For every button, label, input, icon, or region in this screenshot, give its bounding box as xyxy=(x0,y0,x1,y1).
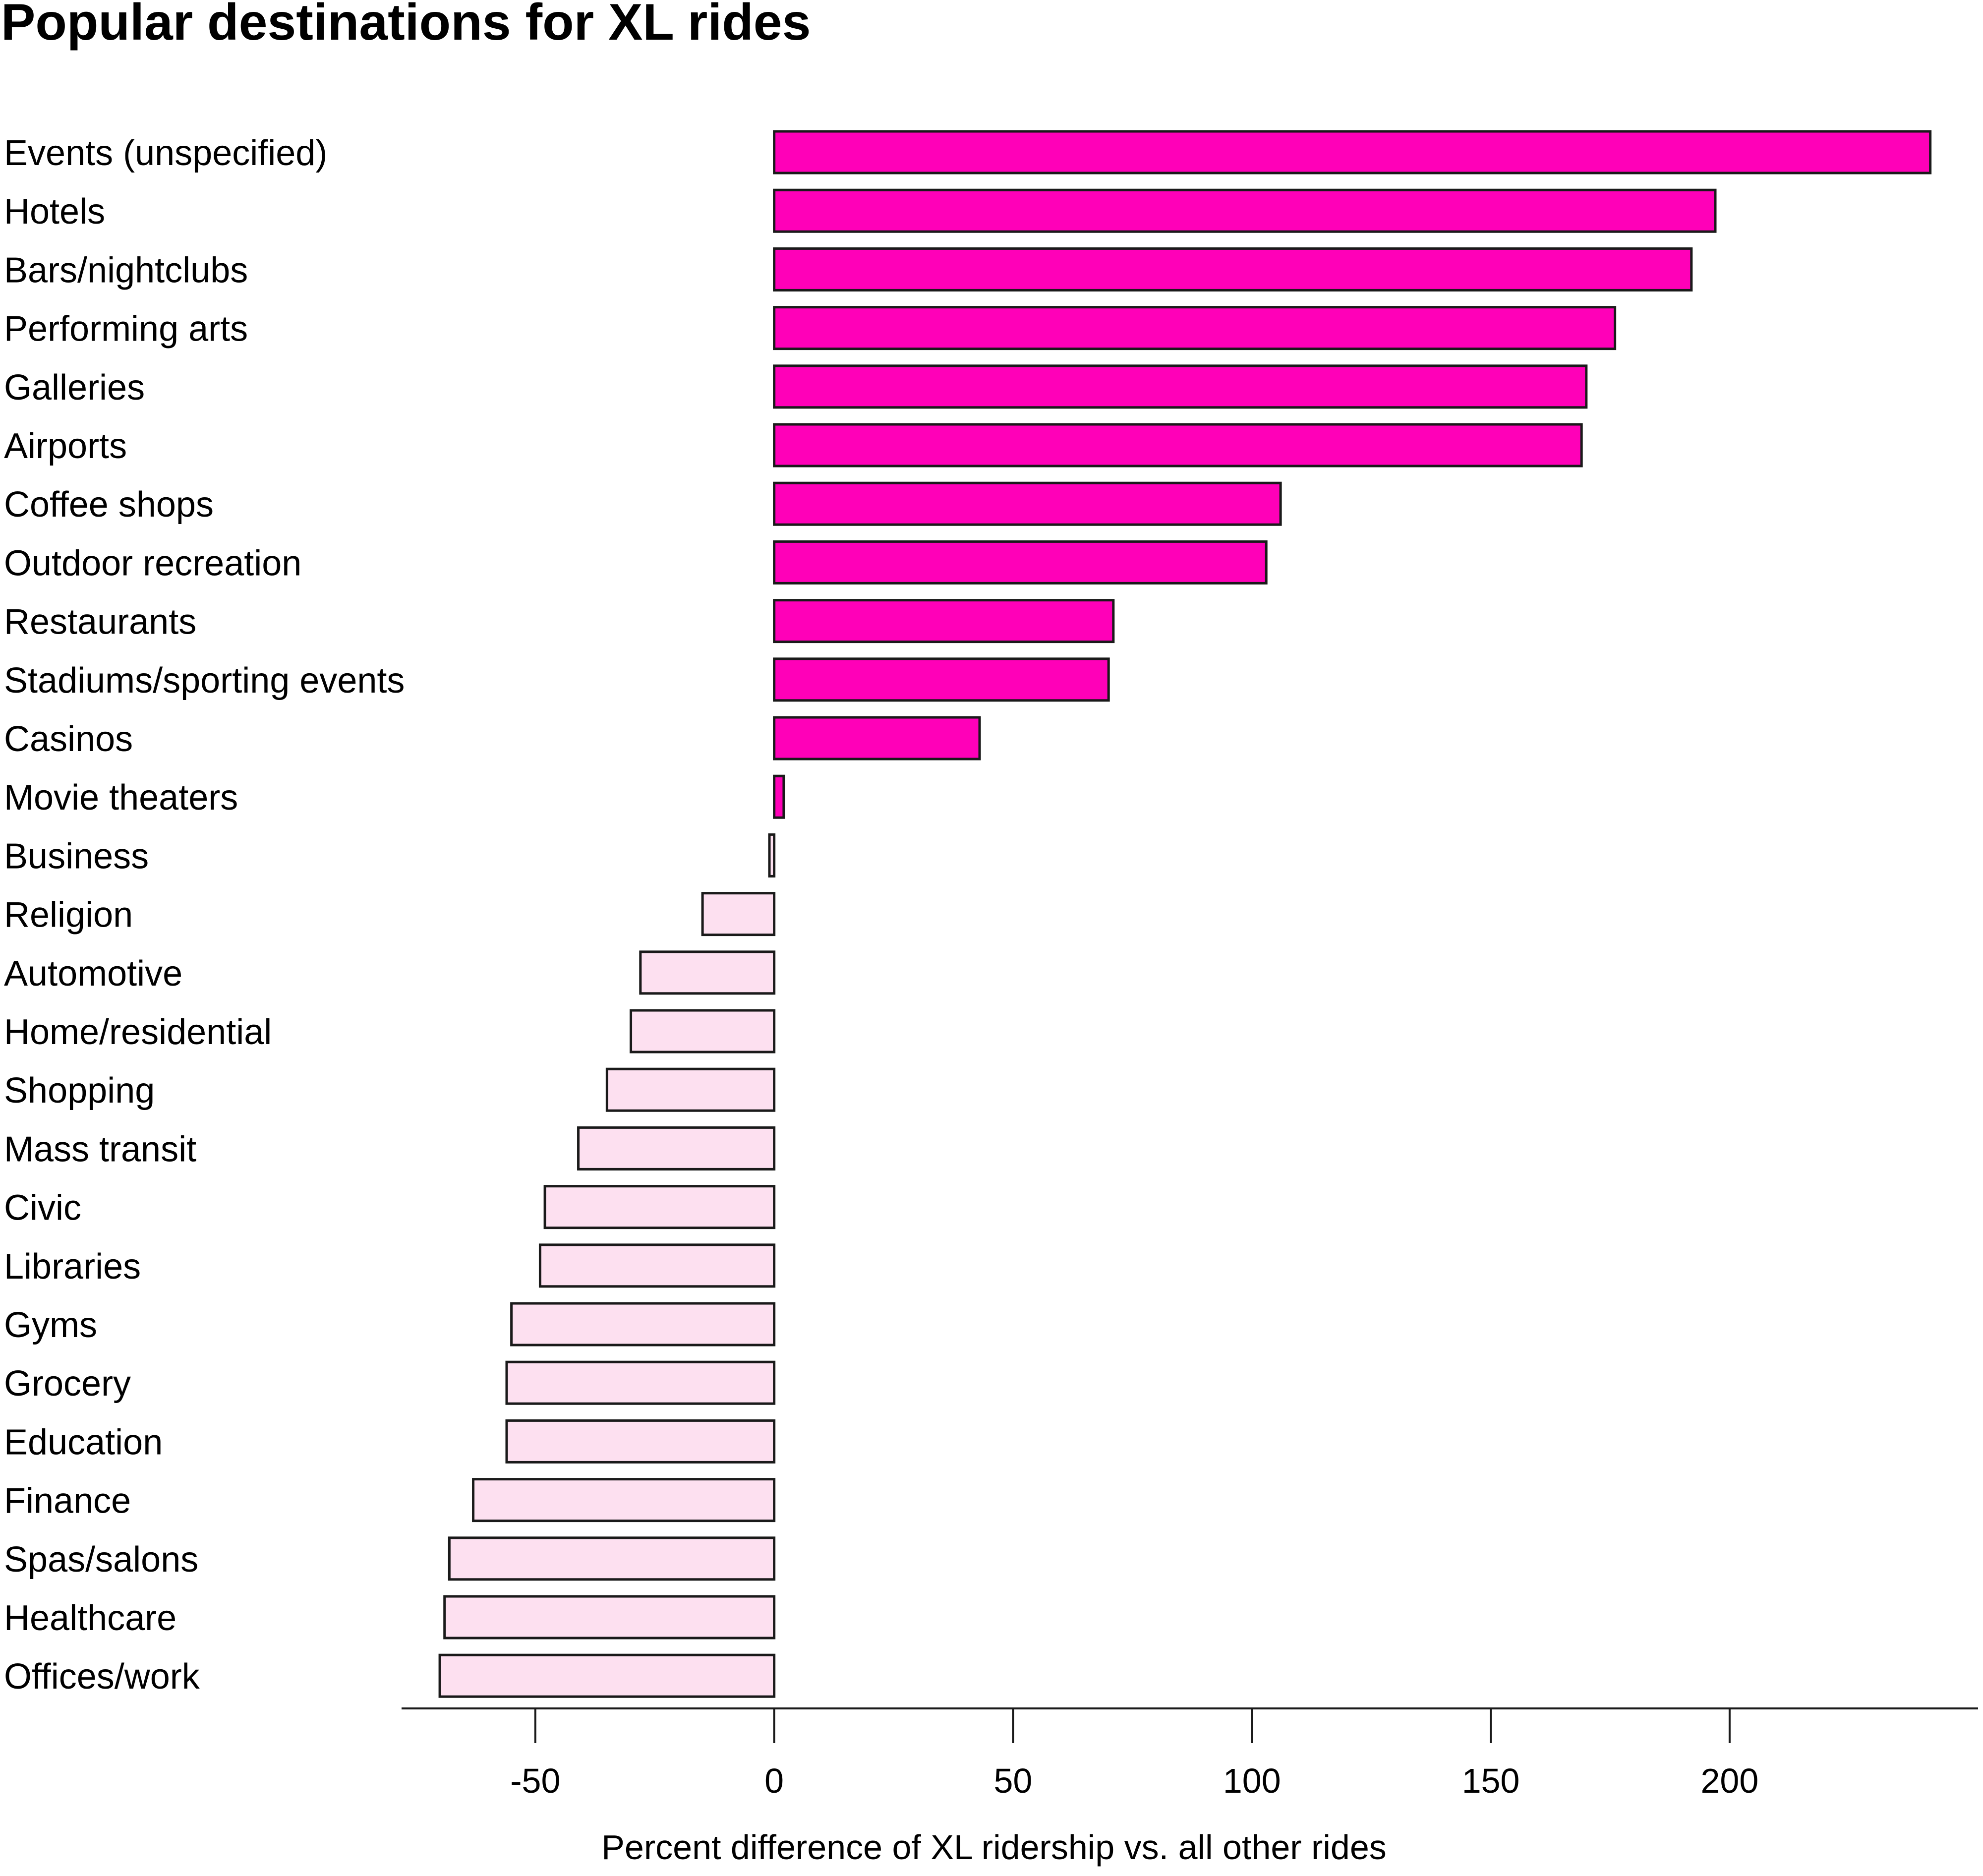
bar-stadiums-sporting-events xyxy=(773,657,1110,702)
bar-coffee-shops xyxy=(773,481,1282,526)
category-label-shopping: Shopping xyxy=(4,1071,155,1111)
category-label-galleries: Galleries xyxy=(4,368,145,408)
bar-mass-transit xyxy=(577,1126,776,1171)
bar-offices-work xyxy=(438,1653,776,1698)
category-label-offices-work: Offices/work xyxy=(4,1657,200,1697)
chart-title: Popular destinations for XL rides xyxy=(1,0,811,51)
category-label-home-residential: Home/residential xyxy=(4,1012,272,1052)
bar-movie-theaters xyxy=(773,774,785,819)
x-tick-label: 150 xyxy=(1462,1761,1520,1800)
category-label-airports: Airports xyxy=(4,426,127,466)
category-label-automotive: Automotive xyxy=(4,954,182,994)
bar-casinos xyxy=(773,716,981,761)
x-tick-label: 50 xyxy=(994,1761,1033,1800)
bar-religion xyxy=(701,892,776,937)
bar-home-residential xyxy=(630,1009,776,1054)
category-label-events-unspecified: Events (unspecified) xyxy=(4,133,327,173)
bar-shopping xyxy=(605,1067,776,1112)
bar-airports xyxy=(773,423,1583,468)
category-label-bars-nightclubs: Bars/nightclubs xyxy=(4,250,248,290)
x-tick-label: 200 xyxy=(1701,1761,1759,1800)
bars-layer xyxy=(438,130,1932,1698)
category-label-gyms: Gyms xyxy=(4,1305,97,1345)
bar-civic xyxy=(543,1185,776,1230)
category-labels: Events (unspecified) Hotels Bars/nightclub… xyxy=(4,133,405,1697)
bar-spas-salons xyxy=(448,1536,776,1581)
bar-education xyxy=(505,1419,776,1464)
bar-business xyxy=(768,833,776,878)
bar-outdoor-recreation xyxy=(773,540,1268,585)
category-label-stadiums-sporting-events: Stadiums/sporting events xyxy=(4,661,405,701)
bar-events-unspecified xyxy=(773,130,1932,175)
bar-restaurants xyxy=(773,599,1115,644)
bar-galleries xyxy=(773,364,1588,409)
bar-performing-arts xyxy=(773,306,1617,351)
x-tick-label: 0 xyxy=(764,1761,784,1800)
bar-gyms xyxy=(510,1302,776,1347)
bar-hotels xyxy=(773,188,1717,233)
x-tick-label: -50 xyxy=(510,1761,560,1800)
category-label-mass-transit: Mass transit xyxy=(4,1129,196,1169)
x-tick-label: 100 xyxy=(1223,1761,1281,1800)
category-label-business: Business xyxy=(4,836,149,876)
category-label-restaurants: Restaurants xyxy=(4,602,196,642)
category-label-libraries: Libraries xyxy=(4,1247,141,1287)
category-label-civic: Civic xyxy=(4,1188,81,1228)
bar-healthcare xyxy=(443,1595,776,1640)
category-label-movie-theaters: Movie theaters xyxy=(4,778,238,818)
category-label-spas-salons: Spas/salons xyxy=(4,1540,198,1580)
category-label-performing-arts: Performing arts xyxy=(4,309,248,349)
category-label-hotels: Hotels xyxy=(4,192,105,232)
bar-grocery xyxy=(505,1360,776,1405)
category-label-healthcare: Healthcare xyxy=(4,1598,176,1638)
category-label-finance: Finance xyxy=(4,1481,131,1521)
x-axis: -50 0 50 100 150 200 xyxy=(402,1707,1978,1800)
category-label-coffee-shops: Coffee shops xyxy=(4,485,214,525)
category-label-education: Education xyxy=(4,1422,163,1462)
bar-libraries xyxy=(538,1243,776,1288)
bar-finance xyxy=(472,1478,776,1523)
category-label-outdoor-recreation: Outdoor recreation xyxy=(4,543,301,583)
category-label-grocery: Grocery xyxy=(4,1364,131,1404)
category-label-religion: Religion xyxy=(4,895,133,935)
x-axis-label: Percent difference of XL ridership vs. a… xyxy=(601,1828,1387,1867)
bar-automotive xyxy=(639,950,776,995)
bar-bars-nightclubs xyxy=(773,247,1693,292)
category-label-casinos: Casinos xyxy=(4,719,133,759)
